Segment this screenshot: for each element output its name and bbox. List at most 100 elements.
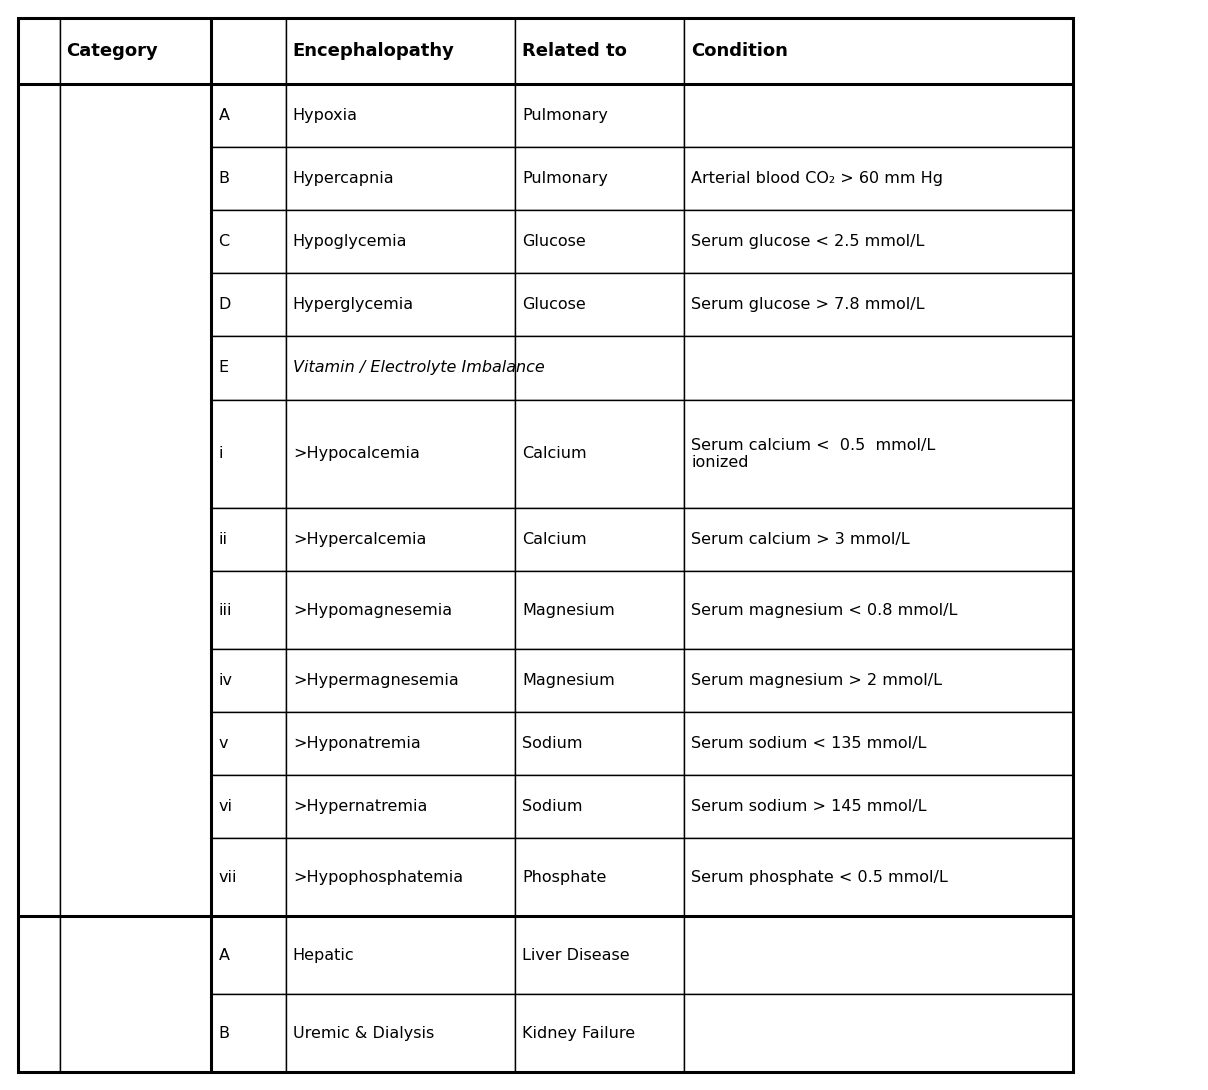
Bar (18, 994, 59, 1071)
Text: Category: Category (66, 43, 158, 60)
Text: Phosphate: Phosphate (522, 870, 606, 885)
Text: II.: II. (25, 986, 40, 1002)
Bar (59, 838, 211, 917)
Bar (515, 400, 684, 508)
Bar (684, 337, 1073, 400)
Bar (59, 337, 211, 400)
Text: Lack of or
high amount
of Glucose,
Oxygen or
Metabolic
Factors: Lack of or high amount of Glucose, Oxyge… (66, 449, 169, 552)
Bar (684, 84, 1073, 147)
Bar (59, 84, 211, 147)
Text: Serum sodium < 135 mmol/L: Serum sodium < 135 mmol/L (691, 736, 927, 751)
Bar (684, 994, 1073, 1071)
Text: Peripheral
Organ
Dysfunction: Peripheral Organ Dysfunction (66, 969, 162, 1019)
Bar (684, 775, 1073, 838)
Text: Calcium: Calcium (522, 447, 587, 461)
Text: v: v (219, 736, 228, 751)
Text: Serum calcium <  0.5  mmol/L
ionized: Serum calcium < 0.5 mmol/L ionized (691, 438, 935, 470)
Bar (59, 650, 211, 712)
Bar (18, 274, 59, 337)
Bar (515, 571, 684, 650)
Bar (18, 19, 59, 84)
Text: Serum glucose < 2.5 mmol/L: Serum glucose < 2.5 mmol/L (691, 234, 924, 250)
Bar (684, 571, 1073, 650)
Text: >Hypophosphatemia: >Hypophosphatemia (292, 870, 463, 885)
Bar (515, 838, 684, 917)
Bar (211, 508, 286, 571)
Text: ii: ii (219, 532, 227, 547)
Text: Serum sodium > 145 mmol/L: Serum sodium > 145 mmol/L (691, 799, 927, 814)
Text: Glucose: Glucose (522, 234, 586, 250)
Bar (286, 400, 515, 508)
Text: Sodium: Sodium (522, 736, 582, 751)
Bar (515, 337, 684, 400)
Bar (59, 571, 211, 650)
Bar (18, 508, 59, 571)
Bar (286, 917, 515, 994)
Bar (59, 210, 211, 274)
Bar (18, 650, 59, 712)
Text: Hypercapnia: Hypercapnia (292, 171, 395, 186)
Bar (286, 650, 515, 712)
Bar (515, 84, 684, 147)
Text: Serum glucose > 7.8 mmol/L: Serum glucose > 7.8 mmol/L (691, 298, 925, 313)
Bar (515, 19, 684, 84)
Bar (684, 274, 1073, 337)
Bar (18, 712, 59, 775)
Bar (211, 775, 286, 838)
Bar (684, 147, 1073, 210)
Text: Vitamin / Electrolyte Imbalance: Vitamin / Electrolyte Imbalance (292, 361, 545, 375)
Bar (684, 210, 1073, 274)
Bar (286, 838, 515, 917)
Bar (684, 838, 1073, 917)
Text: Serum phosphate < 0.5 mmol/L: Serum phosphate < 0.5 mmol/L (691, 870, 948, 885)
Bar (59, 19, 211, 84)
Text: D: D (219, 298, 231, 313)
Text: >Hypermagnesemia: >Hypermagnesemia (292, 674, 459, 688)
Bar (59, 712, 211, 775)
Bar (211, 650, 286, 712)
Bar (211, 337, 286, 400)
Bar (515, 147, 684, 210)
Bar (18, 210, 59, 274)
Bar (18, 337, 59, 400)
Bar (18, 917, 59, 1071)
Bar (515, 775, 684, 838)
Text: >Hypercalcemia: >Hypercalcemia (292, 532, 426, 547)
Text: Liver Disease: Liver Disease (522, 947, 629, 962)
Bar (59, 274, 211, 337)
Text: Magnesium: Magnesium (522, 674, 615, 688)
Bar (59, 84, 211, 917)
Text: Pulmonary: Pulmonary (522, 171, 608, 186)
Bar (515, 210, 684, 274)
Text: A: A (219, 947, 230, 962)
Text: vii: vii (219, 870, 237, 885)
Bar (211, 274, 286, 337)
Bar (59, 508, 211, 571)
Bar (18, 19, 1073, 1071)
Text: Serum magnesium < 0.8 mmol/L: Serum magnesium < 0.8 mmol/L (691, 603, 958, 618)
Bar (515, 994, 684, 1071)
Bar (211, 210, 286, 274)
Text: Calcium: Calcium (522, 532, 587, 547)
Bar (684, 917, 1073, 994)
Bar (286, 210, 515, 274)
Bar (286, 712, 515, 775)
Bar (211, 994, 286, 1071)
Text: iii: iii (219, 603, 232, 618)
Text: Sodium: Sodium (522, 799, 582, 814)
Bar (211, 19, 286, 84)
Bar (684, 712, 1073, 775)
Bar (286, 571, 515, 650)
Text: Hypoxia: Hypoxia (292, 108, 358, 123)
Bar (515, 650, 684, 712)
Text: Magnesium: Magnesium (522, 603, 615, 618)
Bar (684, 508, 1073, 571)
Bar (211, 917, 286, 994)
Bar (286, 775, 515, 838)
Bar (286, 274, 515, 337)
Bar (59, 400, 211, 508)
Text: I.: I. (25, 493, 35, 508)
Bar (18, 400, 59, 508)
Bar (515, 508, 684, 571)
Bar (684, 650, 1073, 712)
